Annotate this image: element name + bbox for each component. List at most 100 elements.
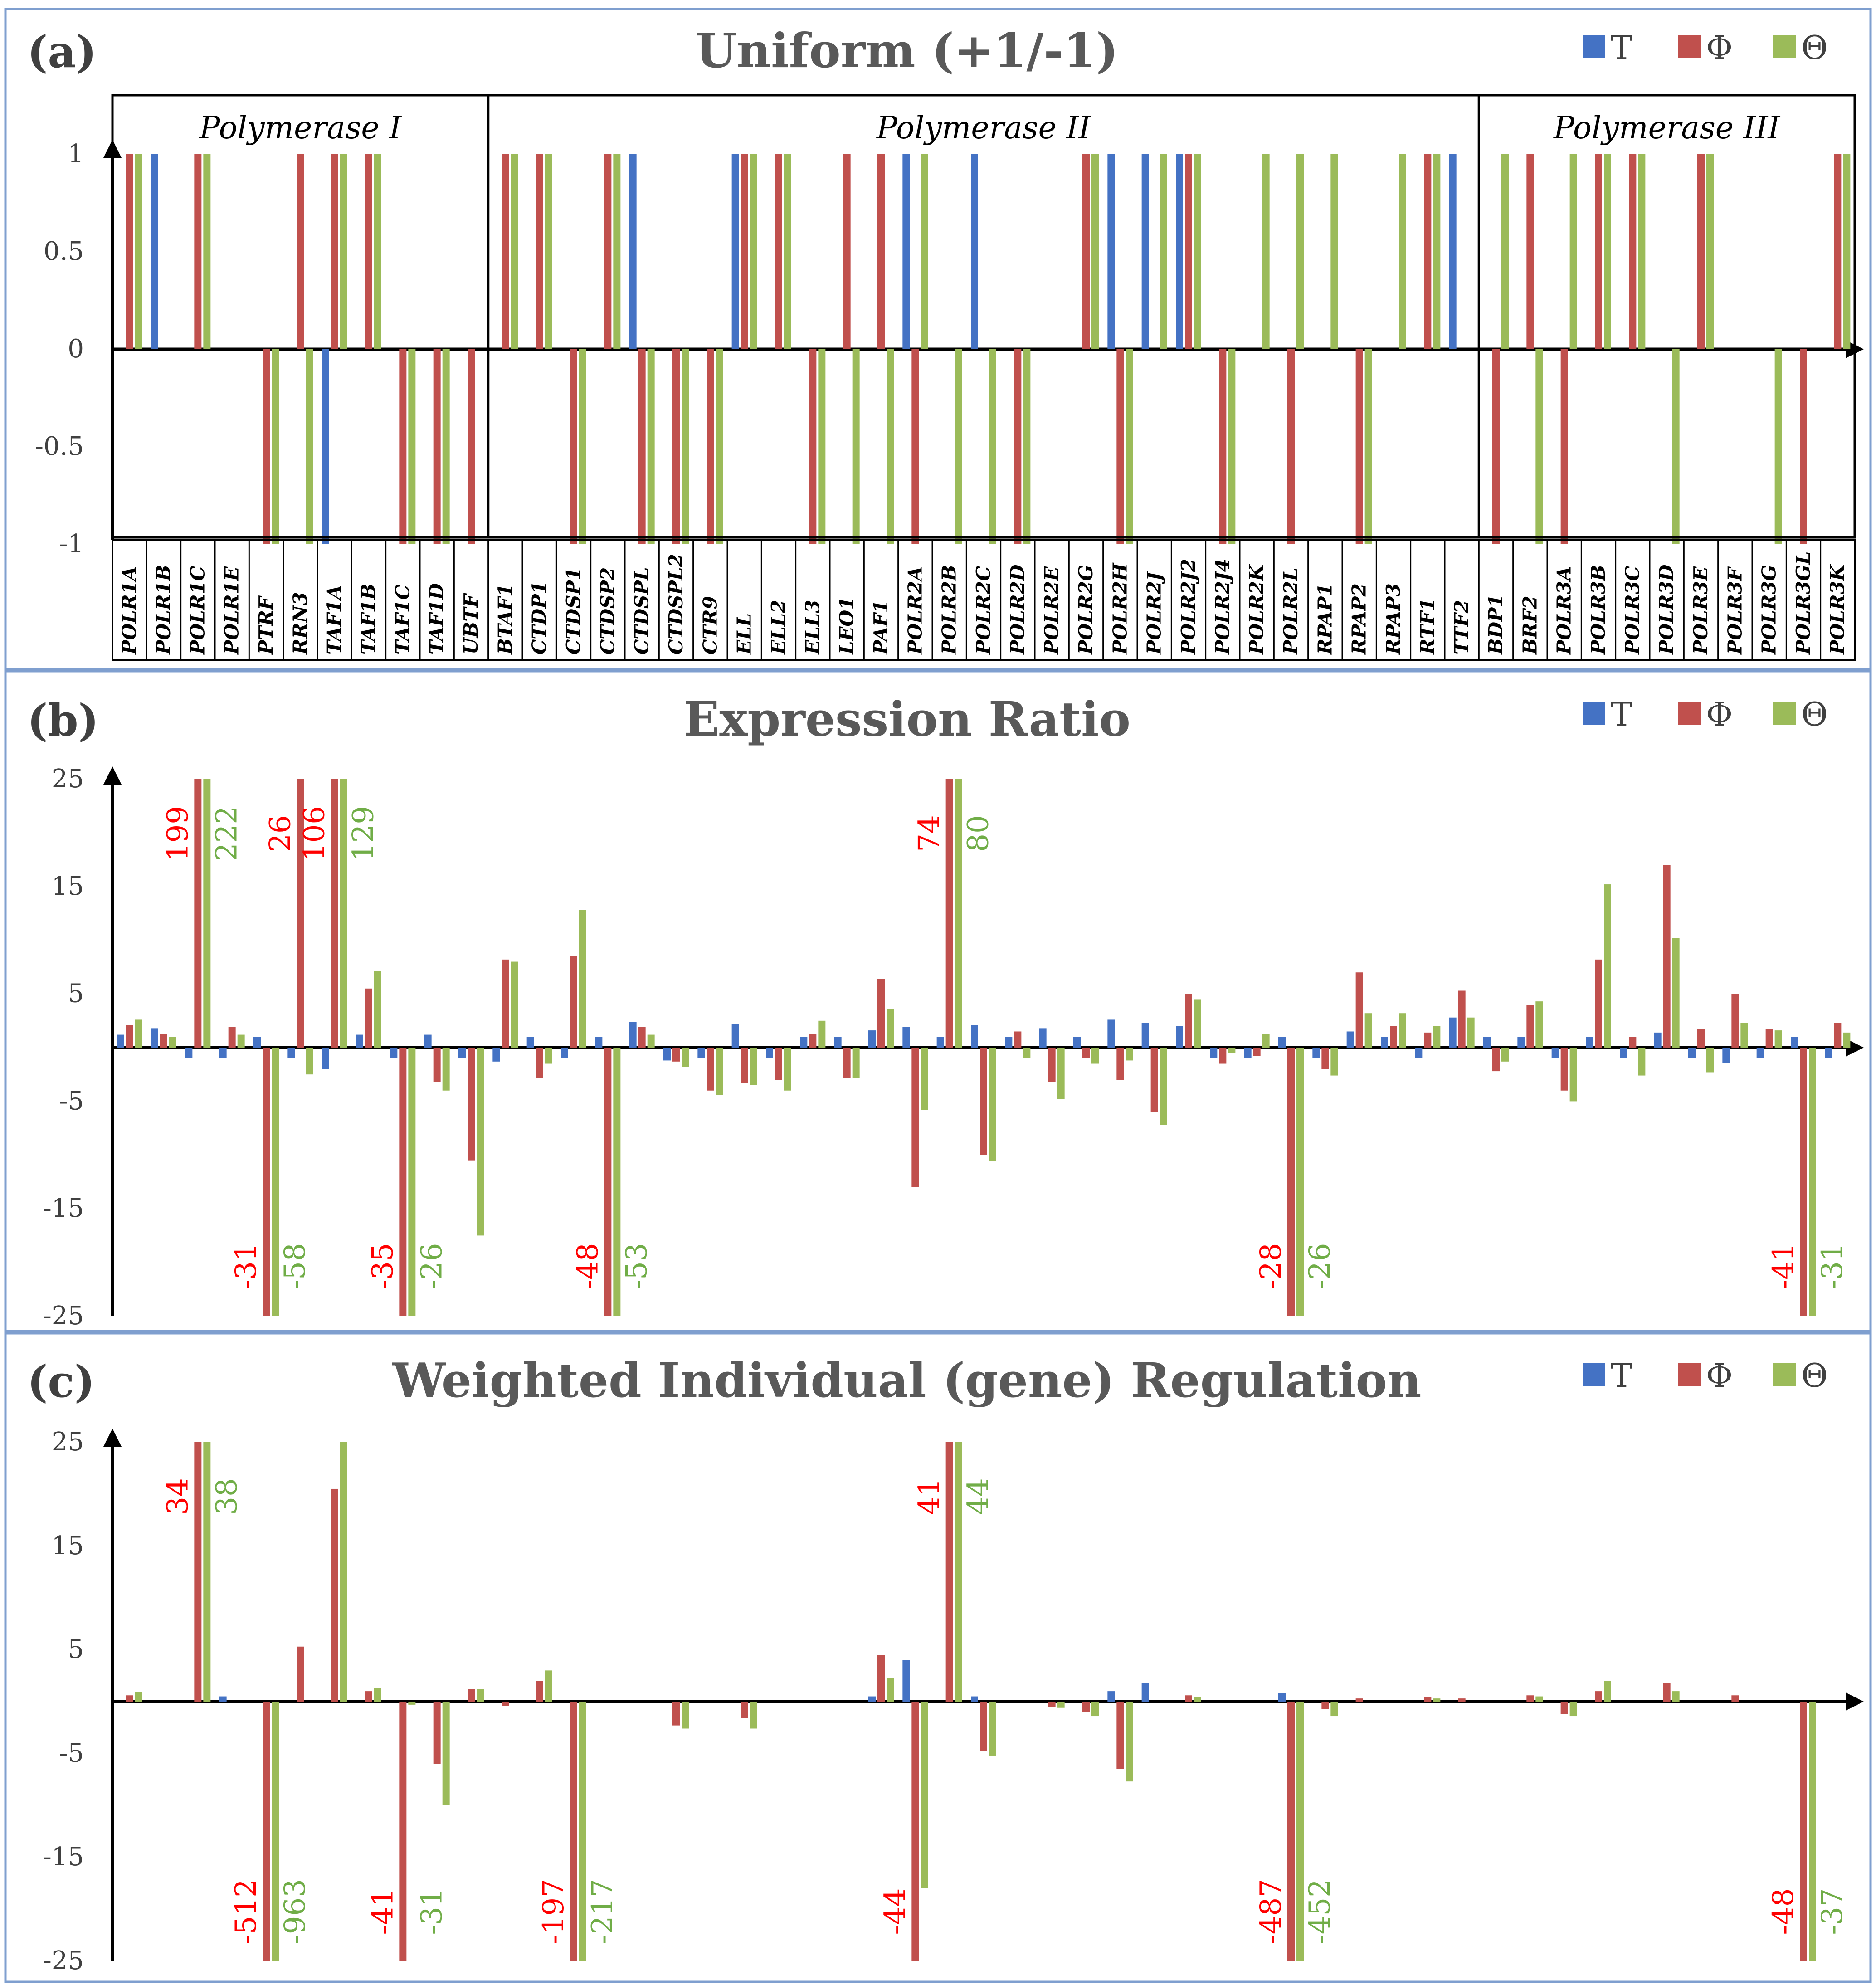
bar-phi bbox=[1697, 154, 1705, 349]
bar-t bbox=[1039, 1028, 1047, 1048]
bar-phi bbox=[1560, 1702, 1568, 1714]
bar-phi bbox=[1629, 154, 1637, 349]
bar-t bbox=[1688, 1048, 1696, 1058]
gene-label: POLR2G bbox=[1075, 565, 1097, 655]
gene-label: RTF1 bbox=[1416, 598, 1438, 655]
bar-phi bbox=[809, 1034, 817, 1048]
bar-phi bbox=[604, 154, 612, 349]
gene-label: POLR3E bbox=[1690, 566, 1712, 655]
bar-theta bbox=[374, 1688, 381, 1702]
bar-theta bbox=[750, 1048, 757, 1085]
bar-theta bbox=[511, 961, 518, 1048]
bar-t bbox=[1825, 1048, 1832, 1058]
chart-title: Weighted Individual (gene) Regulation bbox=[392, 1352, 1422, 1408]
bar-theta bbox=[135, 1692, 142, 1702]
panel-label: (c) bbox=[27, 1356, 95, 1407]
y-tick-label: 15 bbox=[52, 1531, 84, 1561]
bar-t bbox=[834, 1037, 842, 1048]
bar-t bbox=[1791, 1037, 1798, 1048]
bar-phi bbox=[1560, 349, 1568, 544]
bar-phi bbox=[1082, 1702, 1090, 1712]
gene-label: POLR2E bbox=[1041, 566, 1063, 655]
bar-annotation: -48 bbox=[571, 1243, 604, 1289]
bar-theta bbox=[818, 1020, 826, 1048]
bar-theta bbox=[340, 154, 347, 349]
bar-theta bbox=[1672, 938, 1680, 1048]
bar-t bbox=[1141, 154, 1149, 349]
legend-label: Φ bbox=[1706, 1356, 1733, 1395]
legend-swatch bbox=[1583, 702, 1605, 725]
bar-theta bbox=[1194, 1697, 1201, 1702]
bar-annotation: 199 bbox=[161, 806, 195, 861]
bar-phi bbox=[126, 1695, 133, 1702]
bar-phi bbox=[877, 979, 885, 1048]
bar-theta bbox=[306, 349, 313, 544]
bar-phi bbox=[672, 349, 680, 544]
bar-theta bbox=[1091, 1702, 1099, 1717]
y-axis-arrow bbox=[103, 1429, 122, 1447]
bar-t bbox=[1722, 1048, 1730, 1063]
bar-theta bbox=[272, 1048, 279, 1316]
bar-t bbox=[1517, 1037, 1525, 1048]
bar-theta bbox=[1023, 1048, 1031, 1058]
bar-theta bbox=[1535, 1001, 1543, 1048]
bar-theta bbox=[272, 1702, 279, 1961]
bar-theta bbox=[1126, 1048, 1133, 1061]
bar-theta bbox=[1091, 1048, 1099, 1064]
bar-t bbox=[253, 1037, 261, 1048]
bar-phi bbox=[1082, 1048, 1090, 1058]
bar-theta bbox=[1843, 154, 1851, 349]
bar-t bbox=[1449, 1017, 1457, 1048]
bar-theta bbox=[135, 1019, 142, 1048]
bar-phi bbox=[1663, 865, 1671, 1048]
bar-theta bbox=[169, 1037, 176, 1048]
bar-annotation: -58 bbox=[278, 1243, 312, 1289]
bar-theta bbox=[716, 349, 723, 544]
bar-phi bbox=[536, 1681, 543, 1702]
bar-phi bbox=[263, 1048, 270, 1316]
gene-label: ELL2 bbox=[767, 600, 789, 655]
gene-label: POLR1B bbox=[152, 565, 175, 655]
bar-theta bbox=[989, 1048, 996, 1162]
bar-theta bbox=[852, 1048, 860, 1078]
legend-swatch bbox=[1773, 1363, 1796, 1386]
y-tick-label: -25 bbox=[43, 1946, 84, 1975]
bar-t bbox=[1278, 1693, 1286, 1702]
bar-theta bbox=[237, 1034, 245, 1048]
bar-phi bbox=[1458, 990, 1466, 1048]
bar-annotation: -26 bbox=[415, 1243, 448, 1289]
y-tick-label: 15 bbox=[52, 872, 84, 901]
gene-label: POLR3D bbox=[1656, 564, 1678, 655]
bar-theta bbox=[1706, 1048, 1714, 1073]
bar-phi bbox=[399, 1048, 407, 1316]
y-tick-label: 0.5 bbox=[44, 237, 84, 266]
bar-annotation: -512 bbox=[229, 1879, 263, 1944]
bar-phi bbox=[638, 349, 646, 544]
bar-theta bbox=[579, 349, 586, 544]
bar-theta bbox=[1433, 1698, 1441, 1702]
bar-annotation: 222 bbox=[210, 806, 244, 861]
gene-label: CTDP1 bbox=[528, 581, 551, 654]
bar-phi bbox=[1800, 1048, 1807, 1316]
bar-phi bbox=[1048, 1048, 1056, 1082]
bar-theta bbox=[408, 1048, 416, 1316]
legend-swatch bbox=[1678, 702, 1701, 725]
bar-phi bbox=[1834, 1023, 1842, 1048]
chart-title: Uniform (+1/-1) bbox=[696, 23, 1118, 78]
panel-frame bbox=[4, 670, 1872, 1332]
bar-t bbox=[151, 154, 158, 349]
gene-label: RPAP2 bbox=[1348, 583, 1370, 655]
bar-theta bbox=[1091, 154, 1099, 349]
bar-annotation: -31 bbox=[229, 1243, 263, 1289]
bar-theta bbox=[784, 1048, 791, 1091]
bar-t bbox=[322, 349, 329, 544]
bar-theta bbox=[1843, 1032, 1851, 1048]
bar-phi bbox=[809, 349, 817, 544]
bar-annotation: -31 bbox=[1816, 1243, 1849, 1289]
bar-phi bbox=[707, 349, 714, 544]
bar-phi bbox=[1355, 972, 1363, 1048]
gene-label: POLR2K bbox=[1246, 564, 1268, 655]
bar-phi bbox=[194, 154, 202, 349]
bar-phi bbox=[980, 1702, 987, 1751]
gene-label: POLR2D bbox=[1006, 564, 1028, 655]
